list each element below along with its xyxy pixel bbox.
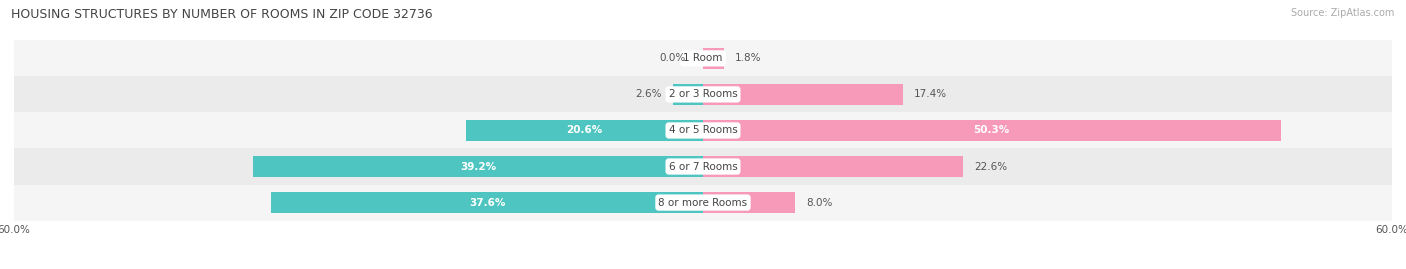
Bar — [703, 120, 1281, 141]
Bar — [14, 40, 1392, 76]
Bar — [14, 185, 1392, 221]
Bar — [703, 192, 794, 213]
Bar — [14, 148, 1392, 185]
Bar — [253, 156, 703, 177]
Text: 39.2%: 39.2% — [460, 161, 496, 172]
Text: 6 or 7 Rooms: 6 or 7 Rooms — [669, 161, 737, 172]
Text: 0.0%: 0.0% — [659, 53, 686, 63]
Text: 2 or 3 Rooms: 2 or 3 Rooms — [669, 89, 737, 100]
Text: 37.6%: 37.6% — [470, 197, 505, 208]
Text: 8 or more Rooms: 8 or more Rooms — [658, 197, 748, 208]
Text: 17.4%: 17.4% — [914, 89, 948, 100]
Bar — [14, 112, 1392, 148]
Bar — [271, 192, 703, 213]
Text: Source: ZipAtlas.com: Source: ZipAtlas.com — [1291, 8, 1395, 18]
Bar — [467, 120, 703, 141]
Text: 4 or 5 Rooms: 4 or 5 Rooms — [669, 125, 737, 136]
Text: 2.6%: 2.6% — [636, 89, 662, 100]
Bar — [703, 156, 963, 177]
Text: 50.3%: 50.3% — [974, 125, 1010, 136]
Bar — [703, 84, 903, 105]
Text: 8.0%: 8.0% — [807, 197, 832, 208]
Bar — [14, 76, 1392, 112]
Text: 20.6%: 20.6% — [567, 125, 603, 136]
Text: 1.8%: 1.8% — [735, 53, 762, 63]
Bar — [703, 48, 724, 69]
Text: HOUSING STRUCTURES BY NUMBER OF ROOMS IN ZIP CODE 32736: HOUSING STRUCTURES BY NUMBER OF ROOMS IN… — [11, 8, 433, 21]
Text: 22.6%: 22.6% — [974, 161, 1007, 172]
Text: 1 Room: 1 Room — [683, 53, 723, 63]
Bar — [673, 84, 703, 105]
